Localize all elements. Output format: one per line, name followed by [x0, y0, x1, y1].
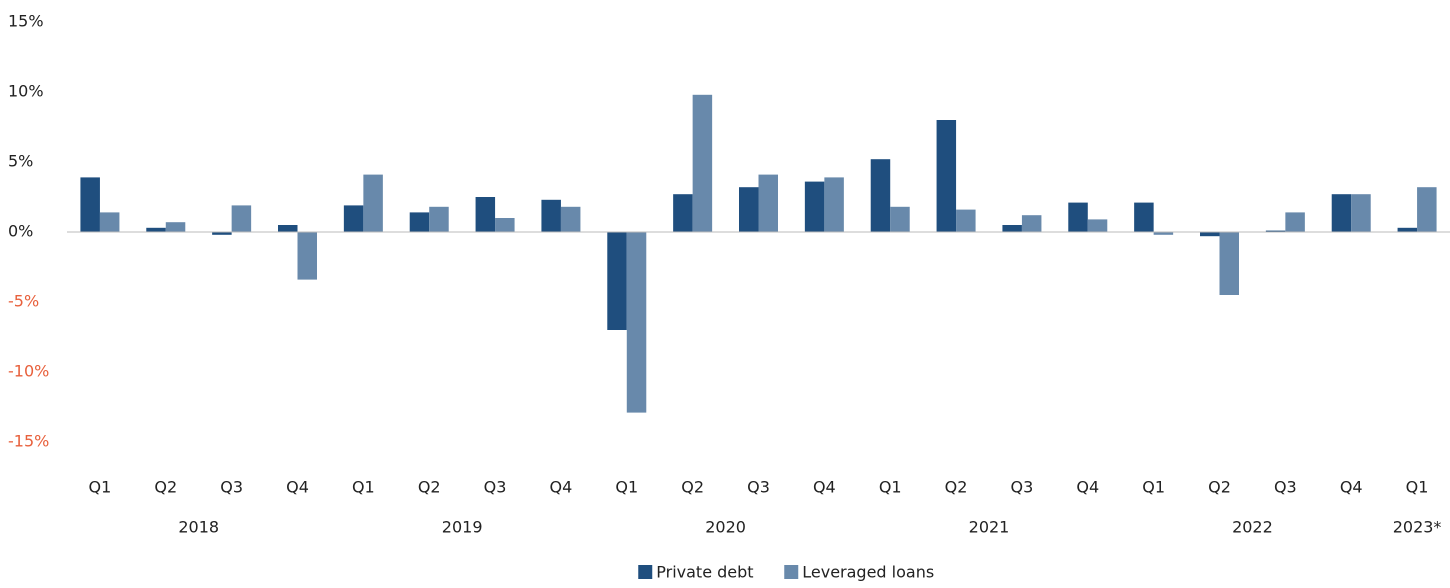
x-tick-label: Q1	[1142, 478, 1165, 497]
legend-swatch	[638, 565, 653, 579]
bar	[429, 206, 449, 232]
bar	[1397, 227, 1418, 232]
legend-label: Leveraged loans	[802, 563, 934, 582]
y-tick-label: 0%	[8, 222, 33, 241]
bar	[739, 187, 759, 232]
bar	[870, 159, 891, 232]
x-tick-label: Q3	[220, 478, 243, 497]
bar	[146, 227, 166, 232]
x-tick-label: Q3	[484, 478, 507, 497]
bar	[560, 206, 581, 232]
bar	[824, 177, 844, 232]
group-label: 2019	[442, 518, 483, 537]
y-tick-label: -15%	[8, 432, 49, 451]
bar	[1417, 187, 1437, 232]
bar	[1219, 232, 1239, 295]
bar	[343, 205, 364, 232]
legend-swatch	[784, 565, 799, 579]
bar	[212, 232, 232, 235]
bar	[231, 205, 252, 232]
bar	[758, 174, 778, 232]
bar	[956, 209, 976, 232]
x-tick-label: Q4	[286, 478, 309, 497]
x-tick-label: Q3	[1274, 478, 1297, 497]
y-tick-label: 10%	[8, 82, 44, 101]
y-tick-label: -10%	[8, 362, 49, 381]
bar	[1021, 215, 1042, 232]
bar	[541, 199, 561, 232]
x-tick-label: Q1	[615, 478, 638, 497]
bar	[607, 232, 627, 330]
x-tick-label: Q2	[1208, 478, 1231, 497]
bar	[1002, 225, 1022, 232]
bar	[936, 120, 957, 232]
bar	[626, 232, 647, 413]
y-tick-label: 5%	[8, 152, 33, 171]
bar	[890, 206, 910, 232]
bar	[692, 94, 713, 232]
x-tick-label: Q2	[681, 478, 704, 497]
x-tick-label: Q1	[879, 478, 902, 497]
x-tick-label: Q2	[418, 478, 441, 497]
bar	[475, 197, 496, 232]
bar	[297, 232, 317, 280]
group-label: 2020	[705, 518, 746, 537]
x-tick-label: Q1	[352, 478, 375, 497]
bar	[804, 181, 825, 232]
bar	[1331, 194, 1352, 232]
bar	[1087, 219, 1108, 232]
bar	[1134, 202, 1154, 232]
bar	[165, 222, 186, 232]
y-tick-label: 15%	[8, 12, 44, 31]
x-tick-label: Q4	[1076, 478, 1099, 497]
group-label: 2022	[1232, 518, 1273, 537]
legend-label: Private debt	[656, 563, 753, 582]
x-tick-label: Q1	[89, 478, 112, 497]
bar	[80, 177, 100, 232]
bar	[495, 218, 515, 232]
bar	[1200, 232, 1220, 237]
x-tick-label: Q4	[550, 478, 573, 497]
bar	[1068, 202, 1088, 232]
x-tick-label: Q4	[1340, 478, 1363, 497]
bar	[278, 225, 298, 232]
bar	[1265, 230, 1286, 232]
bar	[99, 212, 120, 232]
x-tick-label: Q2	[154, 478, 177, 497]
x-tick-label: Q3	[747, 478, 770, 497]
group-label: 2021	[969, 518, 1010, 537]
x-tick-label: Q1	[1406, 478, 1429, 497]
group-label: 2018	[178, 518, 219, 537]
bar	[1351, 194, 1371, 232]
bar	[1285, 212, 1305, 232]
x-tick-label: Q4	[813, 478, 836, 497]
y-tick-label: -5%	[8, 292, 39, 311]
group-label: 2023*	[1393, 518, 1442, 537]
bar	[363, 174, 383, 232]
x-tick-label: Q2	[945, 478, 968, 497]
bar	[673, 194, 693, 232]
bar	[1153, 232, 1174, 235]
bar	[409, 212, 430, 232]
x-tick-label: Q3	[1011, 478, 1034, 497]
